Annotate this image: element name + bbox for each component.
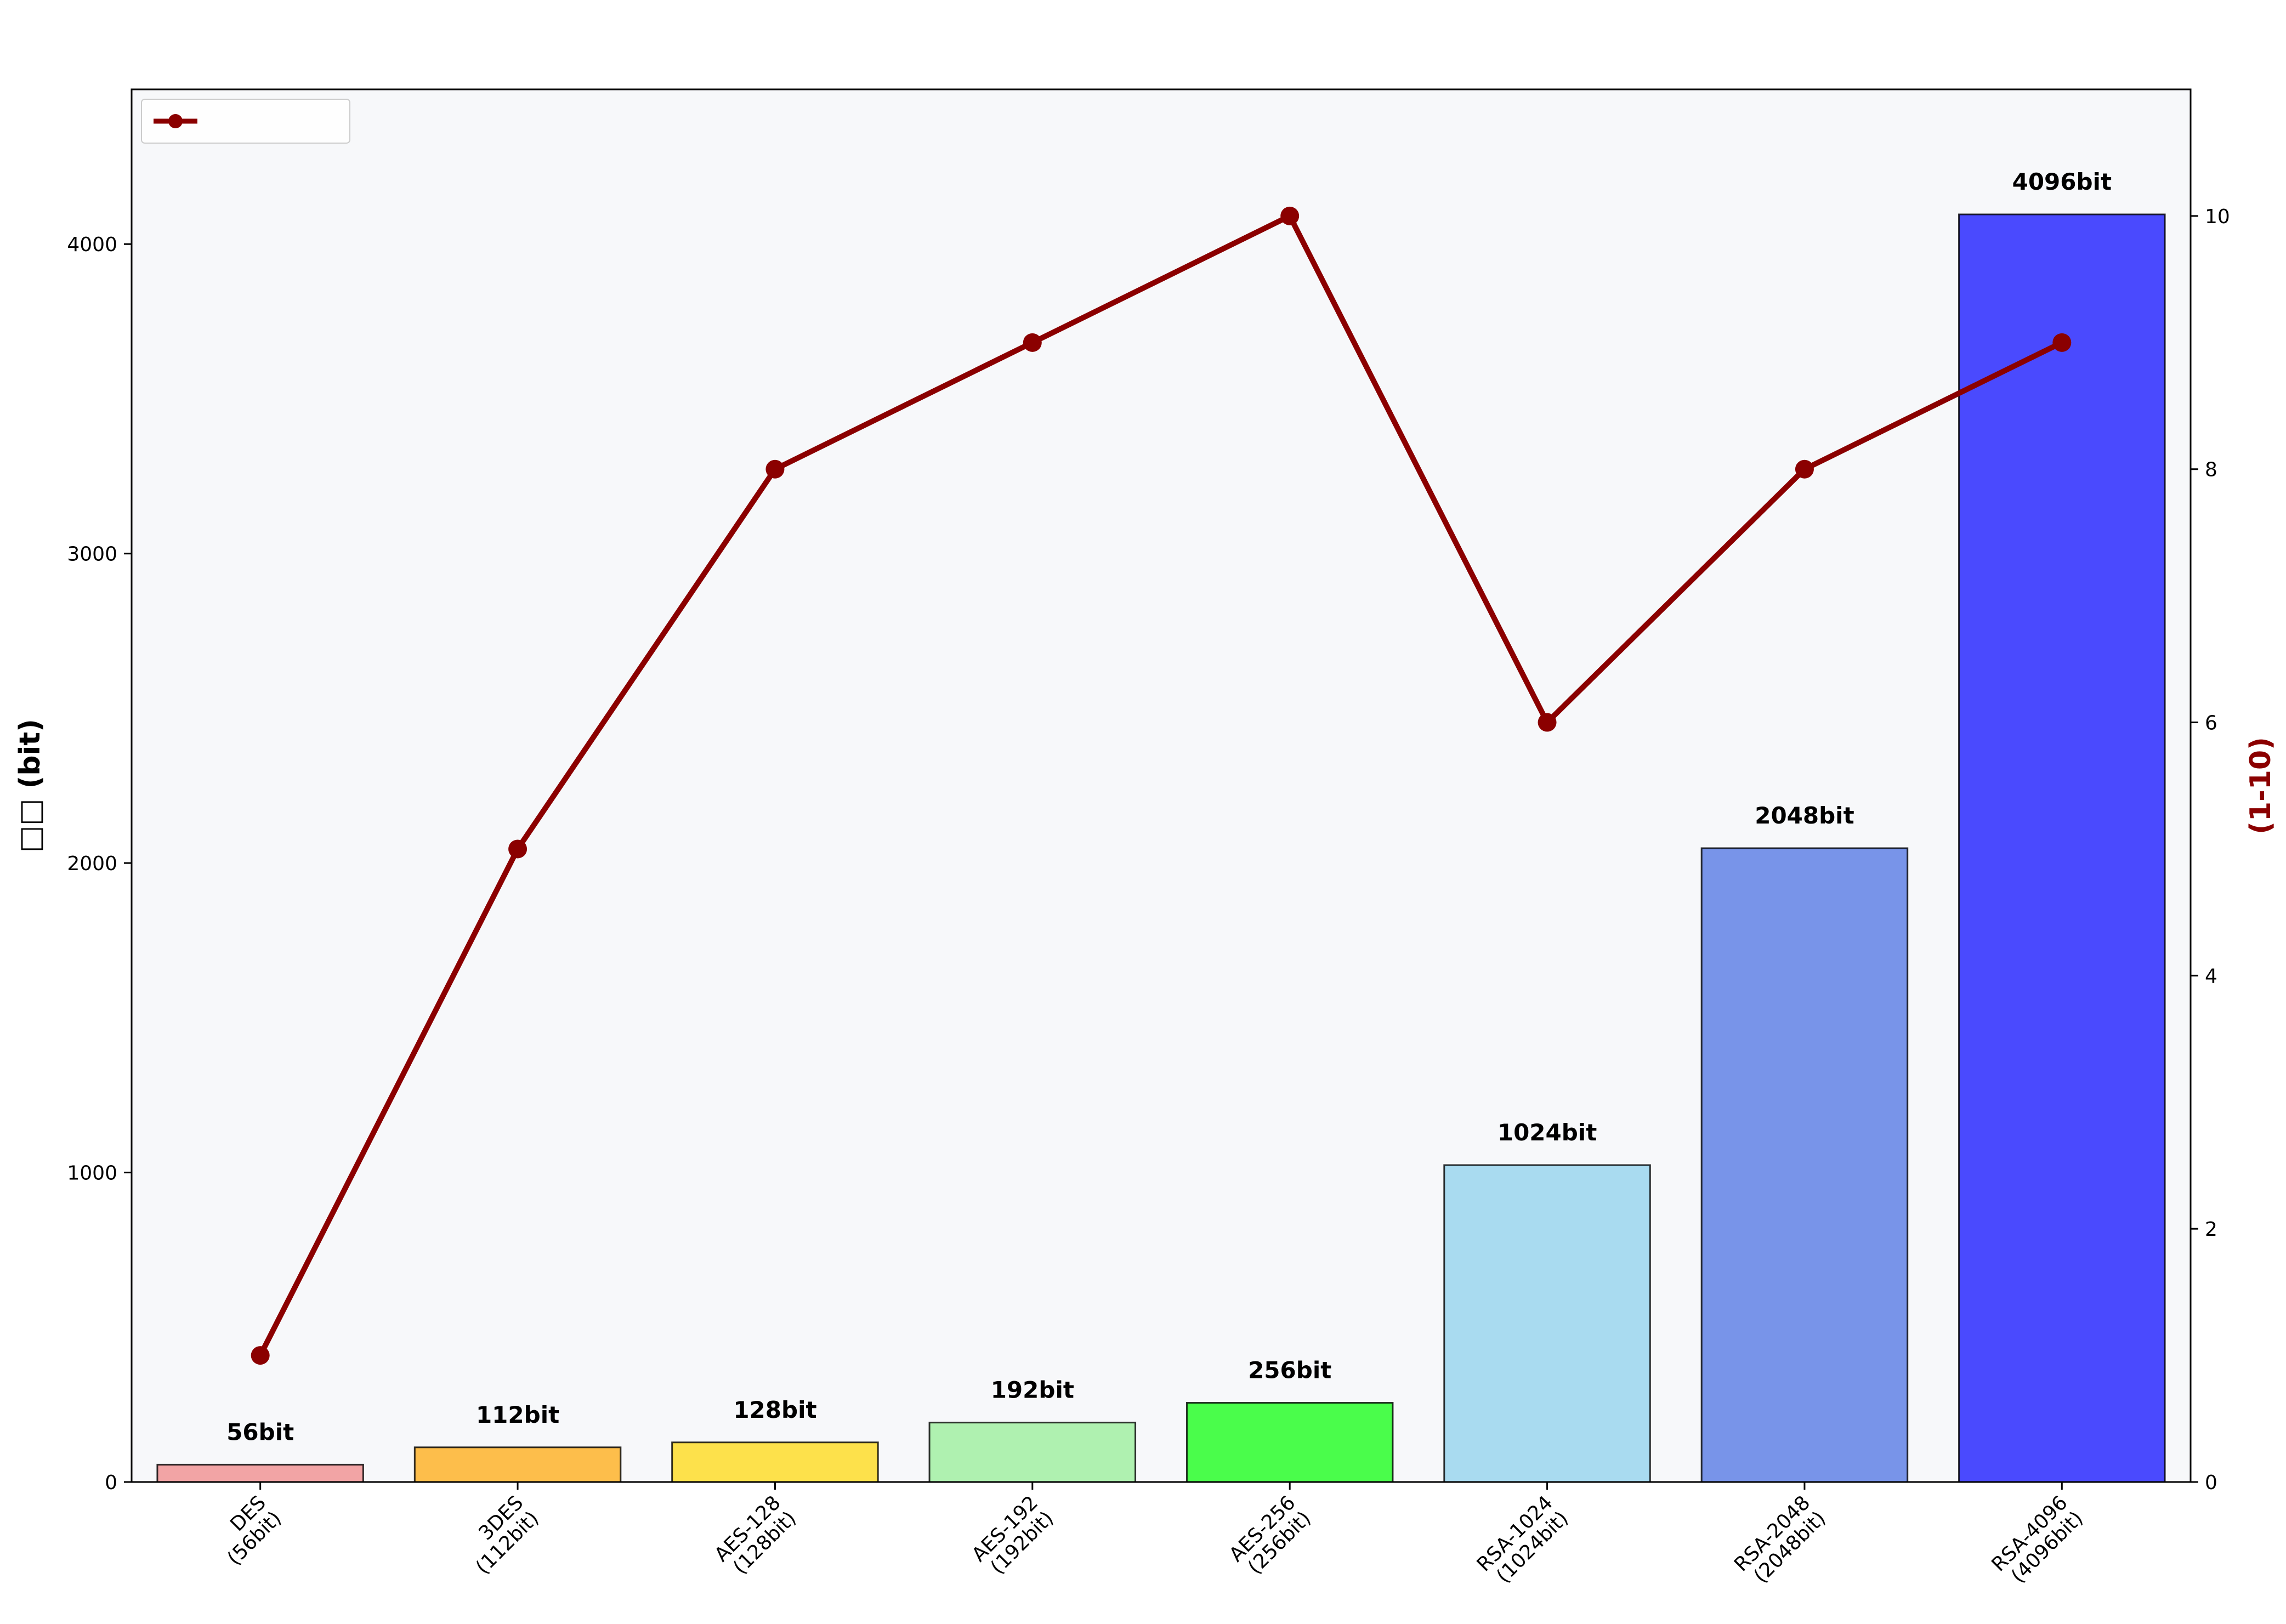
y-tick-label-right: 4 <box>2205 965 2217 987</box>
line-point <box>1280 206 1300 225</box>
line-point <box>1795 459 1814 479</box>
line-series-layer <box>251 206 2072 1365</box>
bar-value-label: 112bit <box>476 1401 559 1428</box>
y-axis-label-right: (1-10) <box>2244 737 2277 834</box>
y-axis-label-left: □□ (bit) <box>14 719 47 853</box>
bar <box>1700 847 1909 1483</box>
bar-value-label: 1024bit <box>1497 1119 1597 1146</box>
bar-value-label: 256bit <box>1248 1357 1331 1384</box>
bar-value-label: 2048bit <box>1755 802 1854 829</box>
bar <box>1958 213 2166 1483</box>
y-tick-label-left: 2000 <box>67 853 117 875</box>
bar <box>1185 1402 1394 1483</box>
left-axis: 0 1000 2000 3000 4000 <box>67 234 132 1494</box>
plot-frame <box>131 88 2192 1483</box>
legend-box <box>141 99 350 144</box>
line-point <box>251 1346 270 1365</box>
line-point <box>508 839 527 859</box>
y-tick-label-right: 0 <box>2205 1472 2217 1494</box>
bar <box>1443 1164 1651 1483</box>
legend <box>141 99 350 144</box>
legend-marker-swatch <box>168 114 183 128</box>
line-point <box>1538 713 1557 732</box>
bar <box>413 1446 622 1483</box>
bar-value-label: 56bit <box>226 1418 294 1445</box>
y-tick-label-left: 3000 <box>67 543 117 566</box>
y-tick-label-right: 2 <box>2205 1218 2217 1241</box>
y-tick-label-left: 0 <box>105 1472 117 1494</box>
y-tick-label-right: 8 <box>2205 459 2217 481</box>
bar-value-label: 192bit <box>991 1377 1074 1404</box>
y-tick-label-left: 4000 <box>67 234 117 256</box>
bar <box>156 1463 364 1483</box>
line-point <box>1023 333 1042 352</box>
bar <box>671 1441 879 1483</box>
y-tick-label-right: 10 <box>2205 206 2230 228</box>
bar-value-label: 4096bit <box>2012 168 2112 195</box>
line-point <box>2052 333 2072 352</box>
bar-value-labels: 56bit 112bit 128bit 192bit 256bit 1024bit 2048… <box>226 168 2112 1445</box>
bars-layer <box>156 213 2166 1483</box>
line-series <box>258 213 2063 1357</box>
bar <box>928 1422 1137 1483</box>
right-axis: 0 2 4 6 8 10 <box>2191 206 2230 1494</box>
bar-value-label: 128bit <box>733 1396 816 1423</box>
y-tick-label-left: 1000 <box>67 1162 117 1185</box>
y-tick-label-right: 6 <box>2205 712 2217 735</box>
line-point <box>765 459 785 479</box>
